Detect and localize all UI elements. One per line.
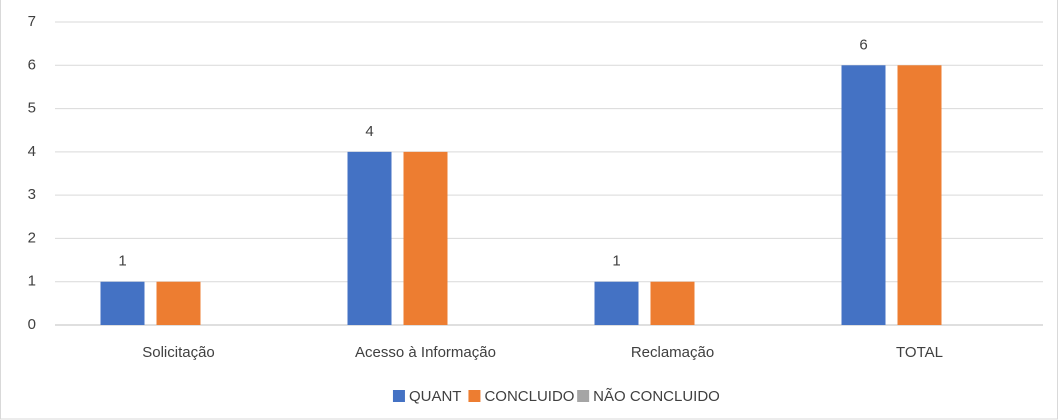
y-tick-label: 0 (28, 316, 36, 333)
bar (347, 151, 392, 325)
data-label: 6 (859, 36, 867, 53)
bar (841, 65, 886, 326)
bar (403, 151, 448, 325)
y-tick-label: 2 (28, 229, 36, 246)
legend-swatch (577, 390, 590, 402)
legend-label: NÃO CONCLUIDO (593, 388, 720, 405)
y-tick-label: 7 (28, 13, 36, 30)
y-tick-label: 1 (28, 273, 36, 290)
x-tick-label: Reclamação (631, 344, 714, 361)
bar (100, 281, 145, 325)
y-tick-label: 4 (28, 143, 36, 160)
bar (156, 281, 201, 325)
y-tick-label: 5 (28, 100, 36, 117)
legend-label: QUANT (409, 388, 462, 405)
bar (594, 281, 639, 325)
bar (897, 65, 942, 326)
x-tick-label: Acesso à Informação (355, 344, 496, 361)
legend-swatch (468, 390, 481, 402)
y-tick-label: 6 (28, 56, 36, 73)
legend-swatch (392, 390, 405, 402)
data-label: 1 (612, 253, 620, 270)
y-tick-label: 3 (28, 186, 36, 203)
legend-label: CONCLUIDO (484, 388, 574, 405)
x-tick-label: Solicitação (142, 344, 215, 361)
bar (650, 281, 695, 325)
data-label: 1 (118, 253, 126, 270)
x-tick-label: TOTAL (896, 344, 943, 361)
data-label: 4 (365, 123, 373, 140)
